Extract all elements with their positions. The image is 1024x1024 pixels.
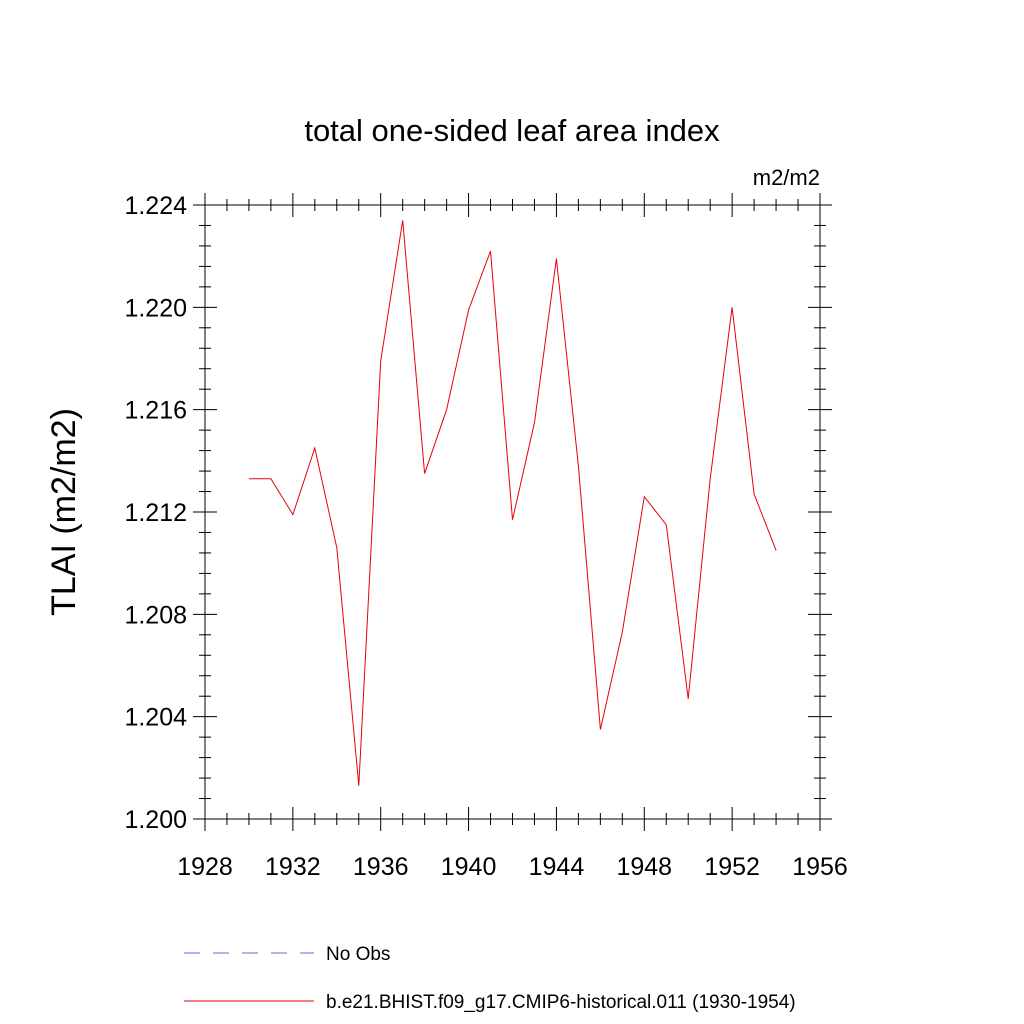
x-tick-label: 1948 (616, 853, 672, 881)
legend-label: b.e21.BHIST.f09_g17.CMIP6-historical.011… (326, 992, 796, 1013)
x-tick-label: 1928 (177, 853, 233, 881)
y-axis-ticks: 1.200 1.204 1.208 1.212 1.216 1.220 1.224 (124, 192, 832, 834)
y-tick-label: 1.224 (124, 192, 187, 220)
y-tick-label: 1.208 (124, 601, 187, 629)
series-layer (248, 220, 777, 786)
plot-frame (204, 204, 821, 820)
x-tick-label: 1944 (529, 853, 585, 881)
chart-title: total one-sided leaf area index (304, 113, 720, 148)
x-tick-label: 1956 (792, 853, 848, 881)
x-tick-label: 1952 (704, 853, 760, 881)
y-tick-label: 1.216 (124, 397, 187, 425)
legend: No Obs b.e21.BHIST.f09_g17.CMIP6-historic… (184, 944, 796, 1013)
y-tick-label: 1.220 (124, 294, 187, 322)
units-label: m2/m2 (753, 165, 820, 190)
legend-label: No Obs (326, 944, 390, 965)
x-tick-label: 1940 (441, 853, 497, 881)
y-tick-label: 1.212 (124, 499, 187, 527)
x-axis-ticks: 1928 1932 1936 1940 1944 1948 1952 1956 (177, 193, 848, 881)
x-tick-label: 1936 (353, 853, 409, 881)
y-tick-label: 1.200 (124, 806, 187, 834)
x-tick-label: 1932 (265, 853, 321, 881)
y-axis-label: TLAI (m2/m2) (45, 408, 83, 616)
y-tick-label: 1.204 (124, 704, 187, 732)
series-line (248, 220, 777, 786)
